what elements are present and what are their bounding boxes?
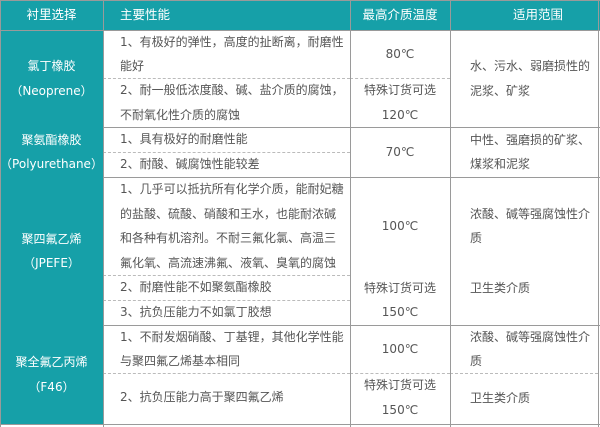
lining-name: 聚氨酯橡胶 （Polyurethane） — [0, 127, 103, 177]
cell-line: 和各种有机溶剂。不耐三氟化氯、高温三 — [120, 231, 337, 245]
max-temp: 100℃ — [350, 177, 450, 275]
row-divider — [0, 325, 600, 326]
lining-name: 氯丁橡胶 （Neoprene） — [0, 30, 103, 127]
lining-name: 聚四氟乙烯 （JPEFE） — [0, 177, 103, 325]
row-divider-dashed — [350, 78, 450, 79]
cell-line: 特殊订货可选 — [363, 280, 436, 295]
cell-line: 氟化氧、高流速沸氟、液氧、臭氧的腐蚀 — [120, 255, 337, 270]
cell-line: 氯丁橡胶 — [27, 59, 76, 73]
row-divider-dashed — [450, 373, 598, 374]
property-text: 2、耐磨性能不如聚氨酯橡胶 — [103, 275, 350, 300]
max-temp: 特殊订货可选 120℃ — [350, 78, 450, 127]
cell-line: 80℃ — [385, 46, 415, 61]
cell-line: 中性、强磨损的矿浆、 — [470, 132, 591, 147]
cell-line: 泥浆、矿浆 — [470, 83, 531, 98]
property-text: 1、几乎可以抵抗所有化学介质，能耐妃糖 的盐酸、硫酸、硝酸和王水，也能耐浓碱 和各种… — [103, 177, 350, 275]
property-text: 2、抗负压能力高于聚四氟乙烯 — [103, 373, 350, 422]
max-temp: 80℃ — [350, 30, 450, 78]
row-divider — [0, 177, 600, 178]
row-divider — [0, 424, 600, 425]
cell-line: 与聚四氟乙烯基本相同 — [120, 354, 241, 368]
max-temp: 100℃ — [350, 325, 450, 373]
row-divider-dashed — [103, 78, 350, 79]
cell-line: 150℃ — [381, 305, 419, 319]
cell-line: 120℃ — [381, 107, 419, 122]
table-border — [598, 0, 599, 427]
column-divider — [450, 0, 451, 427]
cell-line: 1、具有极好的耐磨性能 — [120, 132, 248, 147]
property-text: 1、有极好的弹性，高度的扯断离，耐磨性 能好 — [103, 30, 350, 78]
row-divider-dashed — [103, 275, 350, 276]
cell-line: 2、耐磨性能不如聚氨酯橡胶 — [120, 280, 272, 295]
cell-line: 浓酸、碱等强腐蚀性介 — [470, 329, 591, 344]
row-divider-dashed — [103, 152, 350, 153]
row-divider — [0, 127, 600, 128]
cell-line: 浓酸、碱等强腐蚀性介 — [470, 206, 591, 221]
row-divider — [0, 30, 600, 31]
scope-text: 水、污水、弱磨损性的 泥浆、矿浆 — [450, 30, 600, 127]
cell-line: 卫生类介质 — [470, 391, 531, 406]
header-lining: 衬里选择 — [0, 0, 103, 30]
max-temp: 特殊订货可选 150℃ — [350, 275, 450, 325]
cell-line: 70℃ — [385, 144, 415, 159]
header-max-temp: 最高介质温度 — [350, 0, 450, 30]
property-text: 2、耐一般低浓度酸、碱、盐介质的腐蚀， 不耐氧化性介质的腐蚀 — [103, 78, 350, 127]
scope-text: 浓酸、碱等强腐蚀性介质 — [450, 325, 600, 373]
cell-line: 2、耐一般低浓度酸、碱、盐介质的腐蚀， — [120, 83, 344, 97]
cell-line: 聚氨酯橡胶 — [21, 132, 82, 147]
cell-line: 3、抗负压能力不如氯丁胶想 — [120, 305, 272, 320]
cell-line: 150℃ — [381, 402, 419, 417]
table-border — [0, 0, 600, 1]
cell-line: 1、有极好的弹性，高度的扯断离，耐磨性 — [120, 34, 344, 49]
scope-text: 浓酸、碱等强腐蚀性介质 — [450, 177, 600, 275]
scope-text: 卫生类介质 — [450, 373, 600, 424]
column-divider — [103, 0, 104, 427]
cell-line: 2、抗负压能力高于聚四氟乙烯 — [120, 390, 284, 405]
cell-line: 特殊订货可选 — [363, 378, 436, 392]
cell-line: 1、不耐发烟硝酸、丁基锂，其他化学性能 — [120, 329, 344, 344]
cell-line: （Polyurethane） — [0, 157, 103, 171]
property-text: 2、耐酸、碱腐蚀性能较差 — [103, 152, 350, 177]
table-border — [0, 0, 1, 427]
max-temp: 特殊订货可选 150℃ — [350, 373, 450, 422]
cell-line: 100℃ — [381, 218, 419, 233]
row-divider-dashed — [103, 373, 350, 374]
cell-line: 质 — [470, 354, 483, 368]
cell-line: 煤浆和泥浆 — [470, 157, 531, 171]
cell-line: 2、耐酸、碱腐蚀性能较差 — [120, 157, 260, 172]
property-text: 3、抗负压能力不如氯丁胶想 — [103, 300, 350, 325]
row-divider-dashed — [103, 300, 350, 301]
scope-text: 中性、强磨损的矿浆、 煤浆和泥浆 — [450, 127, 600, 177]
cell-line: （JPEFE） — [23, 256, 80, 270]
cell-line: （Neoprene） — [10, 83, 93, 98]
max-temp: 70℃ — [350, 127, 450, 177]
cell-line: 聚全氟乙丙烯 — [15, 355, 88, 369]
cell-line: 卫生类介质 — [470, 280, 531, 295]
header-properties: 主要性能 — [103, 0, 350, 30]
cell-line: 不耐氧化性介质的腐蚀 — [120, 107, 241, 122]
header-scope: 适用范围 — [450, 0, 600, 30]
column-divider — [350, 0, 351, 427]
cell-line: 质 — [470, 231, 483, 245]
row-divider-dashed — [350, 373, 450, 374]
cell-line: 特殊订货可选 — [363, 83, 436, 97]
cell-line: 能好 — [120, 59, 145, 73]
property-text: 1、不耐发烟硝酸、丁基锂，其他化学性能 与聚四氟乙烯基本相同 — [103, 325, 350, 373]
scope-text: 卫生类介质 — [450, 275, 600, 301]
cell-line: （F46） — [28, 379, 75, 394]
cell-line: 聚四氟乙烯 — [21, 231, 82, 246]
cell-line: 100℃ — [381, 341, 419, 356]
cell-line: 1、几乎可以抵抗所有化学介质，能耐妃糖 — [120, 182, 344, 196]
cell-line: 的盐酸、硫酸、硝酸和王水，也能耐浓碱 — [120, 206, 337, 221]
cell-line: 水、污水、弱磨损性的 — [470, 59, 591, 73]
property-text: 1、具有极好的耐磨性能 — [103, 127, 350, 152]
lining-name: 聚全氟乙丙烯 （F46） — [0, 325, 103, 424]
